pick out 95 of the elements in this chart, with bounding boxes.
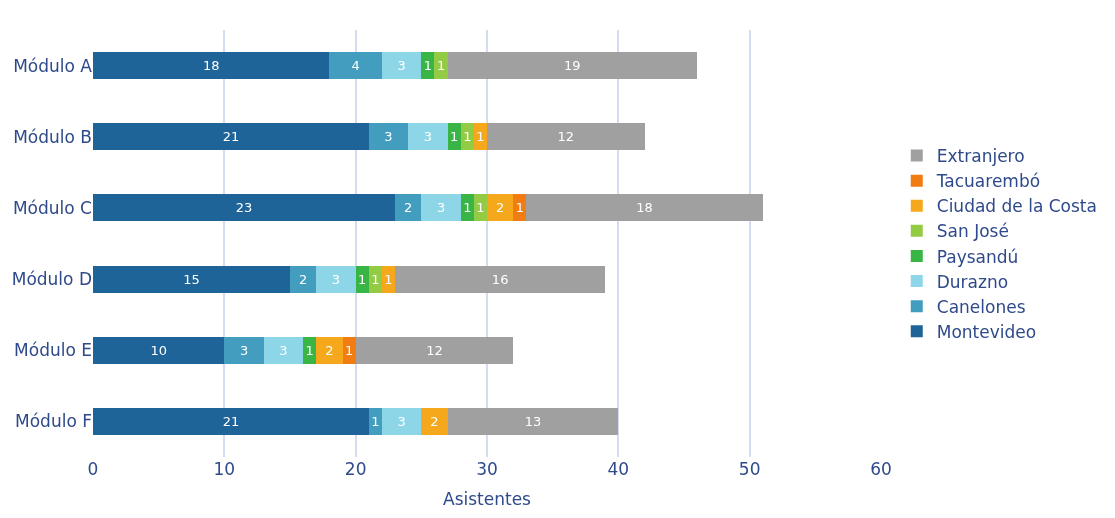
data-label: 1 [436,58,446,74]
bar [93,336,225,364]
legend-label: Tacuarembó [935,171,1041,192]
data-label: 1 [515,200,524,216]
legend-label: Extranjero [936,146,1025,167]
legend-label: Montevideo [936,321,1037,342]
bar [93,407,369,435]
bar [93,194,396,222]
data-label: 1 [371,413,380,429]
data-label: 3 [436,200,446,216]
data-label: 3 [239,342,249,358]
data-label: 1 [384,271,393,287]
bar [395,194,422,222]
data-label: 3 [331,271,341,287]
bar [526,194,763,222]
data-label: 12 [557,129,575,145]
bar [447,407,619,435]
bar [381,52,422,80]
y-tick-label: Módulo A [13,55,93,76]
data-label: 16 [491,271,509,287]
bar [395,265,606,293]
bar [355,336,514,364]
y-tick-label: Módulo B [13,126,92,147]
legend-label: Ciudad de la Costa [936,196,1097,217]
bar [487,123,645,151]
bar [303,336,317,364]
bar [263,336,304,364]
bar [93,52,330,80]
data-label: 1 [305,342,314,358]
bar [421,194,461,222]
x-tick-label: 20 [344,459,367,479]
x-tick-label: 10 [213,459,236,479]
data-label: 4 [351,58,360,74]
data-label: 19 [564,58,581,74]
bar [316,265,356,293]
bar [513,194,527,222]
data-label: 21 [222,413,240,429]
legend-label: Canelones [936,296,1026,317]
bar [447,123,461,151]
bar [224,336,264,364]
data-label: 1 [371,271,380,287]
bar [421,52,435,80]
y-tick-label: Módulo C [12,197,92,218]
bar [381,407,422,435]
data-label: 12 [426,342,443,358]
y-tick-label: Módulo D [11,269,92,290]
data-label: 2 [404,200,413,216]
data-label: 1 [476,200,485,216]
data-label: 15 [183,271,200,287]
bar [408,123,448,151]
bar [329,52,382,80]
bar [342,336,356,364]
data-label: 2 [495,200,505,216]
data-label: 3 [397,58,406,74]
data-label: 2 [430,413,439,429]
data-label: 18 [202,58,220,74]
data-label: 13 [524,413,542,429]
x-tick-label: 40 [607,459,630,479]
legend-label: Durazno [936,271,1009,292]
data-label: 1 [476,129,485,145]
legend-label: Paysandú [936,246,1019,267]
bar [421,407,448,435]
data-label: 23 [235,200,253,216]
data-label: 1 [450,129,459,145]
x-tick-label: 30 [476,459,498,479]
data-label: 3 [423,129,433,145]
data-label: 1 [423,58,433,74]
legend-label: San José [936,221,1009,242]
x-tick-label: 60 [870,459,892,479]
bar [368,123,409,151]
data-label: 1 [463,200,472,216]
data-label: 18 [636,200,653,216]
data-label: 2 [298,271,308,287]
x-tick-label: 50 [738,459,761,479]
data-label: 10 [150,342,167,358]
bar [316,336,343,364]
bar [290,265,317,293]
y-tick-label: Módulo F [15,411,92,432]
bar [355,265,369,293]
data-label: 3 [384,129,393,145]
bar [93,265,290,293]
x-axis-title: Asistentes [443,489,532,510]
data-label: 3 [279,342,288,358]
bar [93,123,369,151]
bar [447,52,698,80]
data-label: 2 [325,342,334,358]
data-label: 21 [222,129,240,145]
x-tick-label: 0 [87,459,99,479]
data-label: 1 [463,129,472,145]
data-label: 3 [397,413,406,429]
bar [434,52,448,80]
data-label: 1 [344,342,354,358]
bar [487,194,514,222]
data-label: 1 [358,271,367,287]
y-tick-label: Módulo E [14,340,92,361]
